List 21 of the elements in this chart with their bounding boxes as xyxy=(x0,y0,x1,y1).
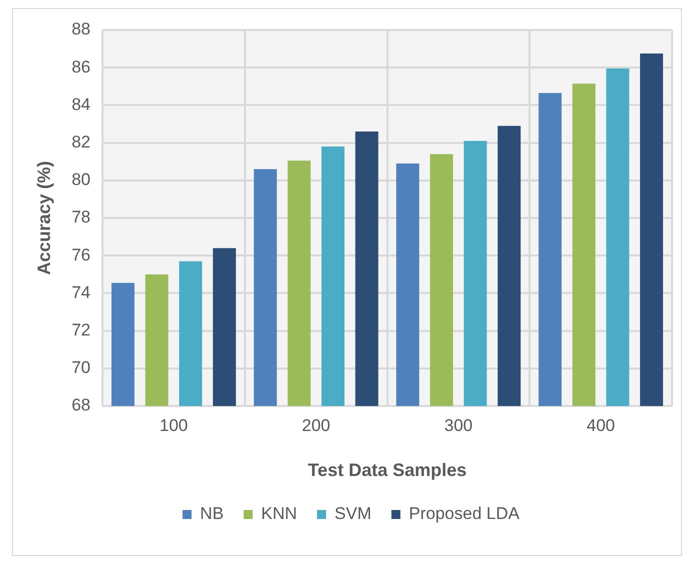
x-tick-label: 300 xyxy=(444,416,473,435)
y-tick-label: 70 xyxy=(72,358,91,378)
x-tick-label: 100 xyxy=(160,416,188,435)
legend-label: KNN xyxy=(261,504,298,524)
legend-label: SVM xyxy=(334,504,372,524)
y-tick-label: 74 xyxy=(72,282,91,302)
y-tick-label: 82 xyxy=(72,132,91,152)
y-tick-label: 86 xyxy=(72,57,91,76)
y-tick-label: 76 xyxy=(72,245,91,264)
y-tick-label: 78 xyxy=(72,208,91,227)
legend-label: NB xyxy=(200,504,224,524)
legend-label: Proposed LDA xyxy=(408,504,520,524)
x-tick-label: 400 xyxy=(586,416,615,435)
x-tick-label: 200 xyxy=(302,416,330,435)
y-axis-title: Accuracy (%) xyxy=(34,160,54,276)
y-tick-label: 68 xyxy=(72,396,91,415)
y-tick-label: 72 xyxy=(72,320,91,340)
y-tick-label: 84 xyxy=(72,94,91,114)
y-tick-label: 88 xyxy=(72,20,91,39)
x-axis-title: Test Data Samples xyxy=(308,460,467,480)
y-tick-label: 80 xyxy=(72,170,91,190)
